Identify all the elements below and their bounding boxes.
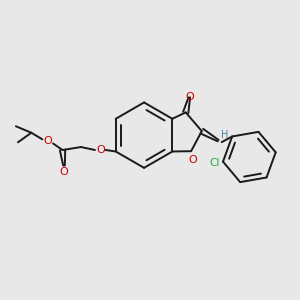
Text: Cl: Cl: [209, 158, 219, 168]
Text: O: O: [60, 167, 68, 177]
Text: O: O: [43, 136, 52, 146]
Text: O: O: [185, 92, 194, 102]
Text: O: O: [96, 145, 105, 155]
Text: O: O: [188, 154, 197, 164]
Text: H: H: [221, 130, 228, 140]
